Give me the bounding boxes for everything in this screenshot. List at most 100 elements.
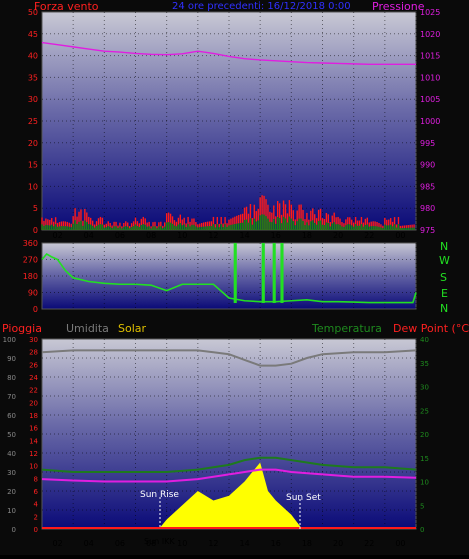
x-tick-label: 12 — [208, 231, 218, 240]
y-tick-humidity: 90 — [7, 355, 16, 363]
y-tick-pressure: 980 — [420, 204, 435, 213]
temperature-line — [41, 456, 417, 473]
y-tick-wind: 50 — [28, 8, 38, 17]
y-tick-humidity: 80 — [7, 374, 16, 382]
x-tick-label: 22 — [364, 231, 374, 240]
y-tick-pressure: 1020 — [420, 30, 440, 39]
y-tick-direction: 270 — [23, 256, 38, 265]
y-tick-rain: 6 — [34, 488, 39, 496]
x-tick-label: 08 — [146, 539, 156, 548]
y-tick-rain: 20 — [29, 399, 38, 407]
y-tick-rain: 4 — [34, 501, 39, 509]
x-tick-label: 20 — [333, 539, 343, 548]
y-tick-pressure: 1015 — [420, 52, 440, 61]
y-tick-temperature: 5 — [420, 502, 424, 510]
y-tick-rain: 22 — [29, 387, 38, 395]
y-tick-pressure: 1005 — [420, 95, 440, 104]
pressure-label: Pressione — [372, 0, 425, 13]
y-tick-pressure: 995 — [420, 139, 435, 148]
pressure-line — [41, 41, 416, 66]
x-tick-label: 02 — [52, 539, 62, 548]
solar-area — [158, 462, 303, 529]
x-tick-label: 14 — [239, 231, 249, 240]
direction-grid — [42, 243, 417, 309]
x-tick-label: 10 — [177, 539, 187, 548]
y-tick-wind: 25 — [28, 117, 38, 126]
x-tick-label: 16 — [271, 539, 281, 548]
y-tick-rain: 18 — [29, 412, 38, 420]
y-tick-rain: 30 — [29, 336, 38, 344]
x-tick-label: 20 — [333, 231, 343, 240]
x-tick-label: 10 — [177, 231, 187, 240]
y-tick-temperature: 10 — [420, 479, 429, 487]
dewpoint-label: Dew Point (°C) — [393, 322, 469, 335]
sunrise-label: Sun Rise — [140, 490, 179, 500]
y-tick-humidity: 100 — [3, 336, 16, 344]
x-tick-label: 06 — [115, 231, 125, 240]
x-tick-label: 18 — [302, 539, 312, 548]
y-tick-rain: 12 — [29, 450, 38, 458]
x-tick-label: 00 — [395, 539, 405, 548]
y-tick-humidity: 70 — [7, 393, 16, 401]
x-tick-label: 06 — [115, 539, 125, 548]
y-tick-direction: 180 — [23, 272, 38, 281]
y-tick-pressure: 975 — [420, 226, 435, 235]
compass-n-bottom: N — [440, 302, 448, 315]
x-tick-label: 04 — [84, 231, 94, 240]
direction-spike — [272, 243, 276, 303]
x-tick-label: 18 — [302, 231, 312, 240]
y-tick-wind: 45 — [28, 30, 38, 39]
compass-e: E — [441, 287, 448, 300]
y-tick-rain: 16 — [29, 425, 38, 433]
compass-n-top: N — [440, 240, 448, 253]
direction-spike — [261, 243, 265, 303]
y-tick-humidity: 0 — [12, 526, 16, 534]
wind-grid — [42, 12, 417, 230]
y-tick-direction: 90 — [28, 289, 38, 298]
x-tick-label: 00 — [395, 231, 405, 240]
y-tick-temperature: 20 — [420, 431, 429, 439]
y-tick-wind: 10 — [28, 182, 38, 191]
y-tick-humidity: 20 — [7, 488, 16, 496]
humidity-label: Umidita — [66, 322, 109, 335]
y-tick-humidity: 50 — [7, 431, 16, 439]
wind-label: Forza vento — [34, 0, 99, 13]
compass-s: S — [440, 271, 447, 284]
y-tick-wind: 0 — [33, 226, 38, 235]
y-tick-pressure: 990 — [420, 161, 435, 170]
x-tick-label: 14 — [239, 539, 249, 548]
temperature-label: Temperatura — [311, 322, 382, 335]
y-tick-rain: 26 — [29, 361, 38, 369]
wind-series — [41, 41, 416, 230]
y-tick-rain: 2 — [34, 513, 38, 521]
direction-series — [41, 243, 417, 304]
direction-spike — [280, 243, 284, 303]
y-tick-temperature: 35 — [420, 360, 429, 368]
y-tick-humidity: 60 — [7, 412, 16, 420]
sun-ikk-label: Sun IKK — [144, 537, 175, 546]
y-tick-temperature: 40 — [420, 336, 429, 344]
y-tick-humidity: 30 — [7, 469, 16, 477]
y-tick-wind: 40 — [28, 52, 38, 61]
y-tick-pressure: 1025 — [420, 8, 440, 17]
x-tick-label: 16 — [271, 231, 281, 240]
x-tick-label: 08 — [146, 231, 156, 240]
solar-label: Solar — [118, 322, 147, 335]
y-tick-wind: 30 — [28, 95, 38, 104]
dewpoint-line — [41, 468, 417, 483]
y-tick-rain: 24 — [29, 374, 38, 382]
compass-w: W — [439, 254, 450, 267]
y-tick-temperature: 15 — [420, 455, 429, 463]
y-tick-wind: 35 — [28, 73, 38, 82]
y-tick-wind: 15 — [28, 161, 38, 170]
x-tick-label: 12 — [208, 539, 218, 548]
climate-ticks: 0102030405060708090100024681012141618202… — [3, 336, 429, 548]
y-tick-wind: 5 — [33, 204, 38, 213]
x-tick-label: 04 — [84, 539, 94, 548]
y-tick-humidity: 10 — [7, 507, 16, 515]
y-tick-rain: 10 — [29, 463, 38, 471]
x-tick-label: 02 — [52, 231, 62, 240]
humidity-line — [41, 349, 417, 367]
rain-label: Pioggia — [2, 322, 42, 335]
y-tick-rain: 8 — [34, 475, 38, 483]
